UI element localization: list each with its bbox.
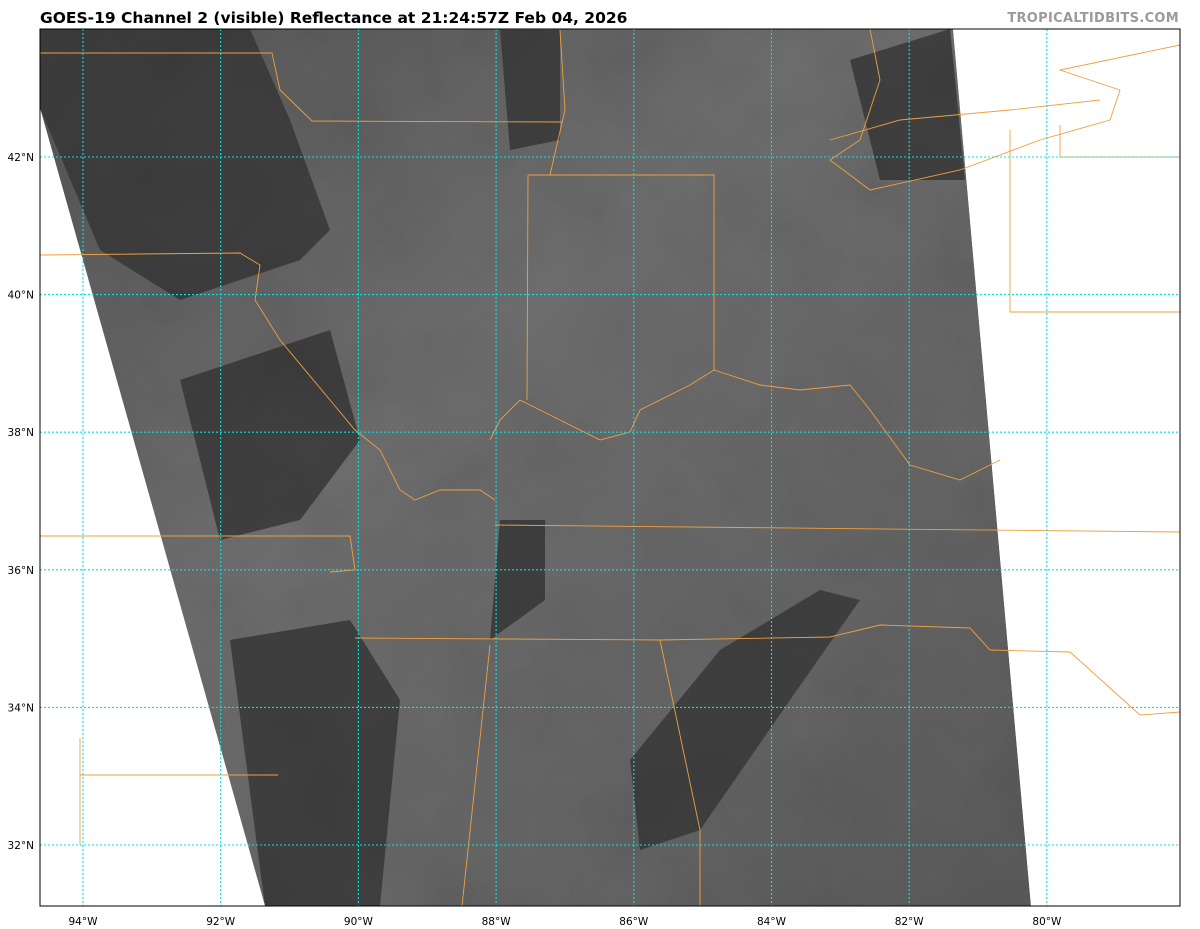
longitude-label: 94°W: [69, 916, 99, 928]
state-borders: [40, 29, 1180, 906]
longitude-label: 92°W: [206, 916, 236, 928]
longitude-label: 88°W: [482, 916, 512, 928]
latitude-label: 38°N: [8, 427, 34, 439]
latitude-label: 42°N: [8, 152, 34, 164]
latitude-label: 36°N: [8, 565, 34, 577]
watermark: TROPICALTIDBITS.COM: [1007, 11, 1179, 26]
longitude-label: 82°W: [895, 916, 925, 928]
latitude-label: 32°N: [8, 840, 34, 852]
map-frame: [39, 28, 1181, 907]
map-title: GOES-19 Channel 2 (visible) Reflectance …: [40, 9, 628, 27]
lat-lon-grid: [40, 29, 1180, 906]
longitude-label: 86°W: [619, 916, 649, 928]
longitude-label: 84°W: [757, 916, 787, 928]
latitude-label: 40°N: [8, 290, 34, 302]
longitude-label: 80°W: [1032, 916, 1062, 928]
latitude-label: 34°N: [8, 702, 34, 714]
longitude-label: 90°W: [344, 916, 374, 928]
